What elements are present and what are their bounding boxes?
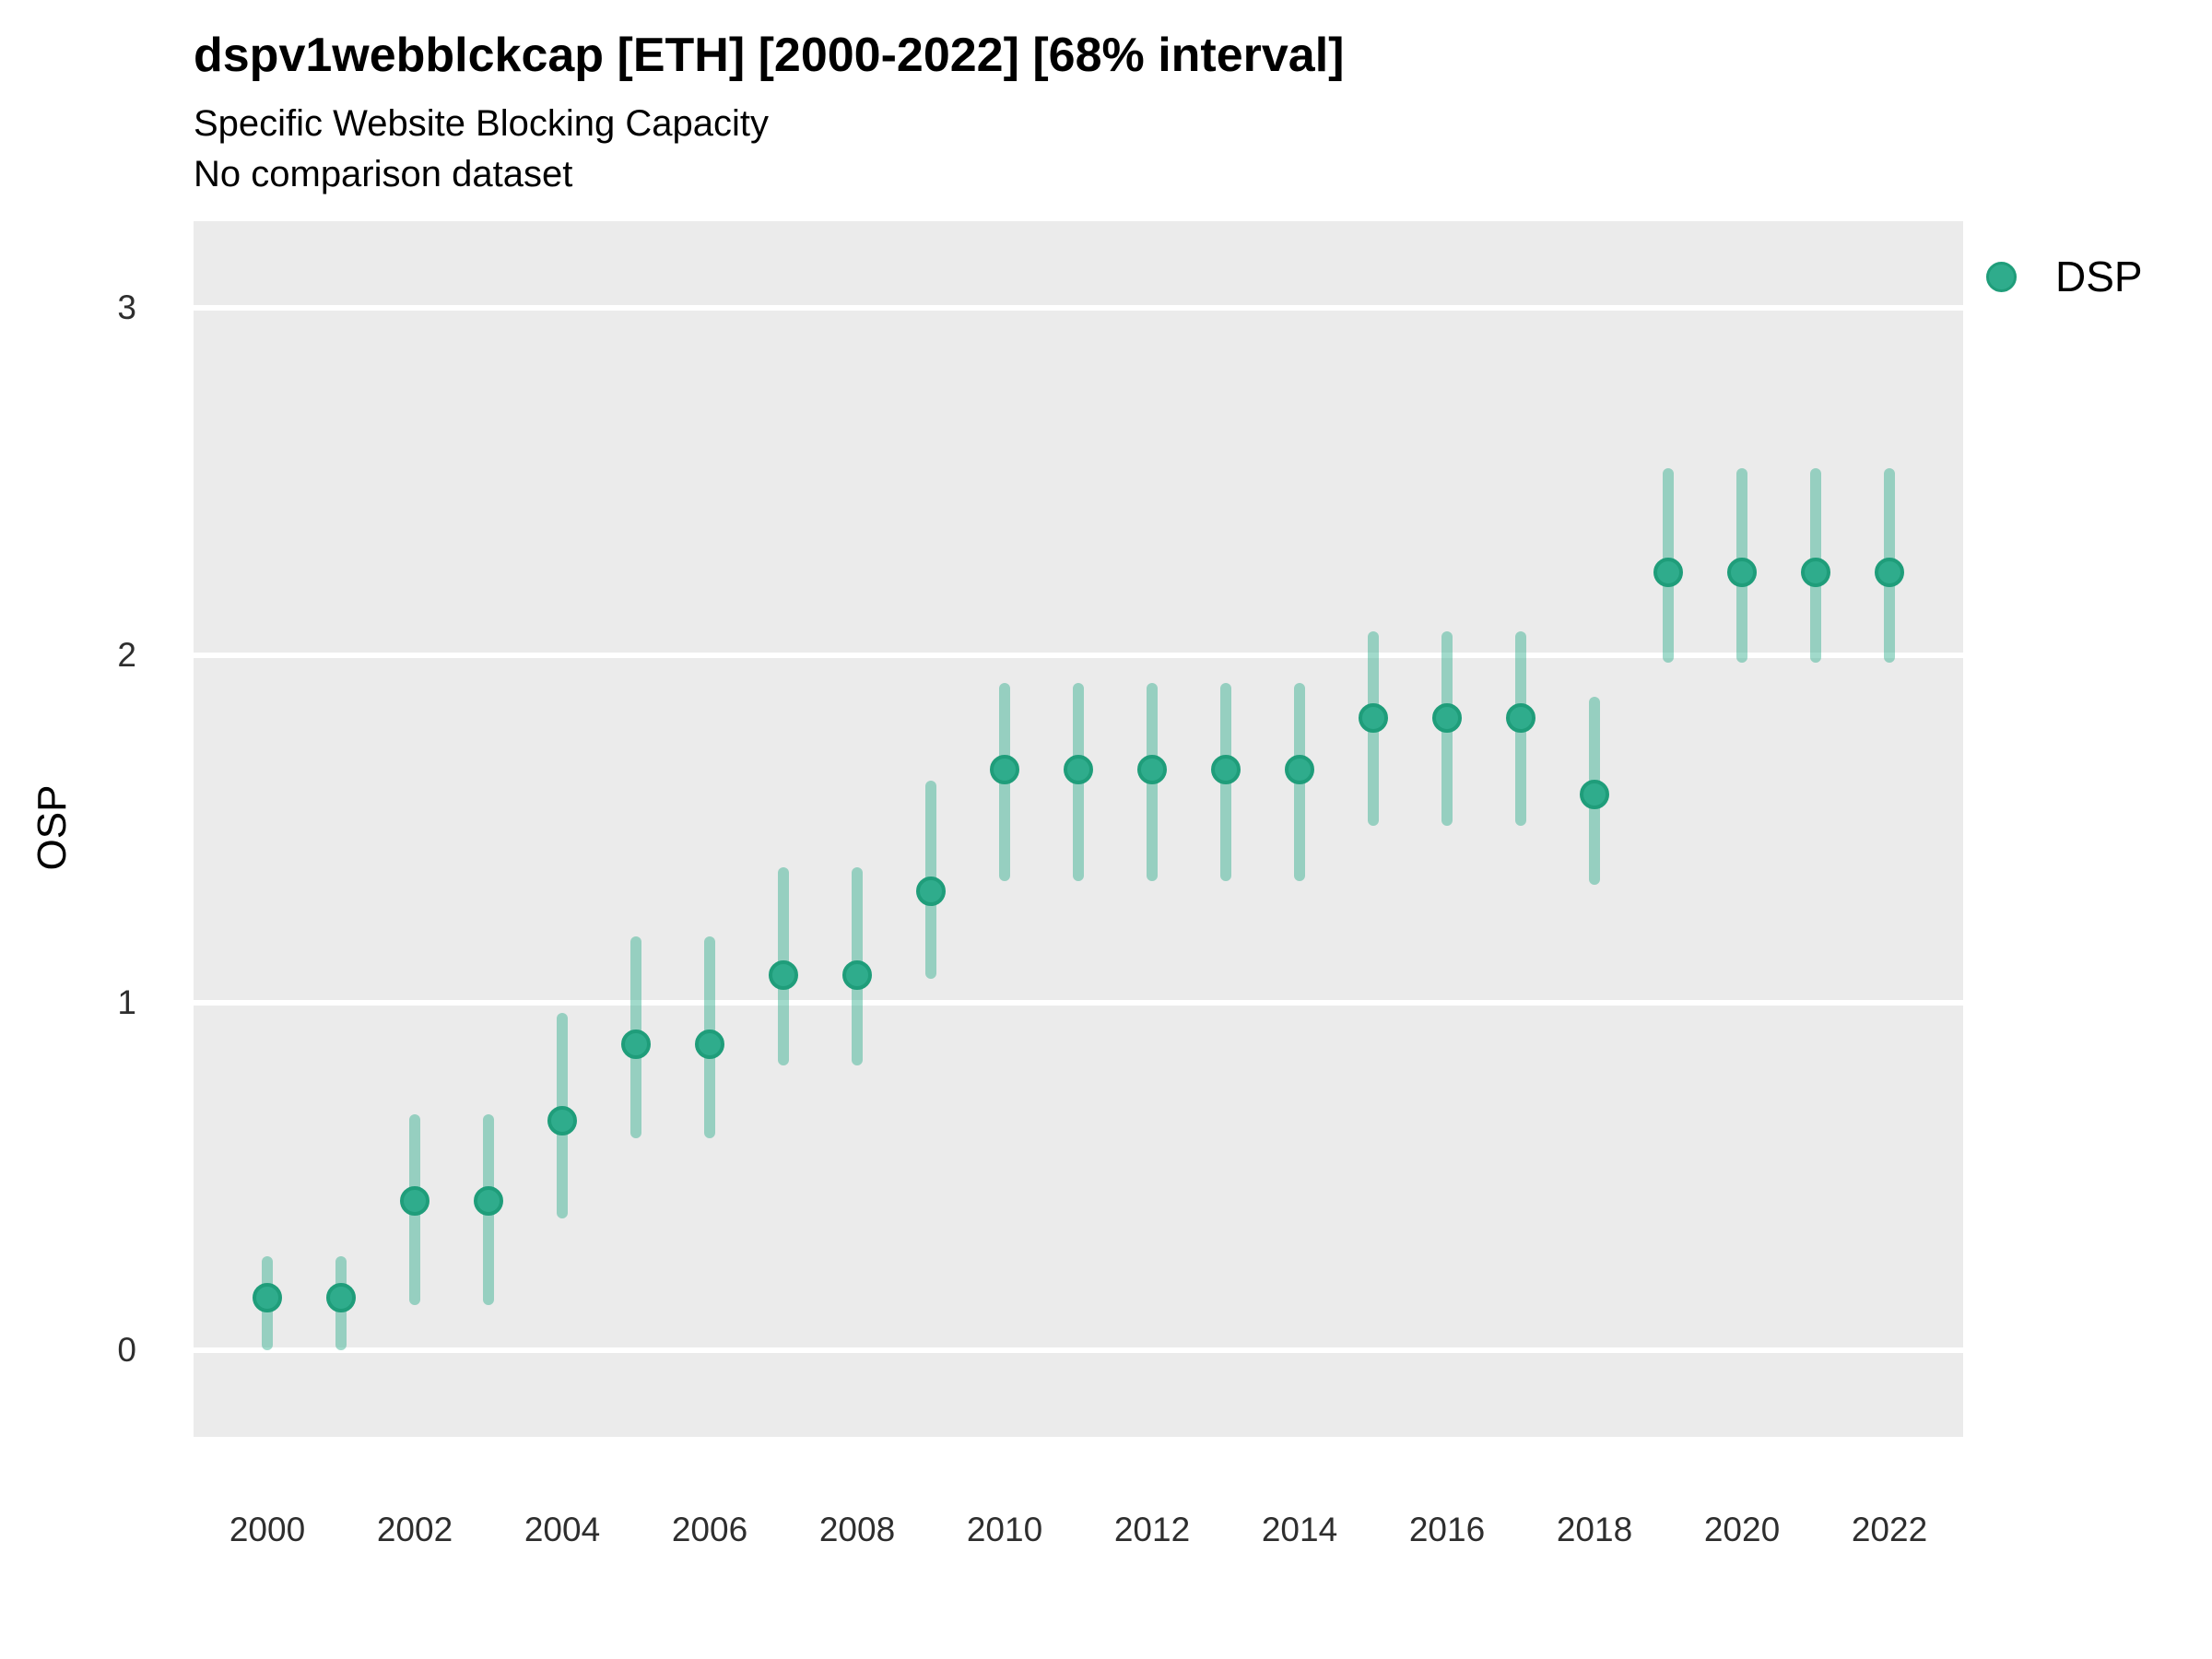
y-axis-title: OSP	[29, 784, 75, 871]
gridline-y-2	[194, 653, 1963, 659]
x-tick-label: 2014	[1261, 1511, 1338, 1548]
data-point	[1801, 557, 1830, 587]
data-point	[1653, 557, 1683, 587]
data-point	[990, 755, 1019, 785]
gridline-y-0	[194, 1347, 1963, 1353]
data-point	[1875, 557, 1904, 587]
data-point	[842, 959, 872, 990]
legend-item-label: DSP	[2055, 253, 2143, 300]
data-point	[1359, 702, 1388, 733]
data-point	[474, 1185, 503, 1216]
data-point	[1137, 755, 1167, 785]
data-point	[1285, 755, 1314, 785]
y-tick-label: 2	[117, 636, 136, 675]
x-tick-label: 2012	[1113, 1511, 1191, 1548]
data-point	[916, 877, 946, 907]
x-tick-label: 2000	[229, 1511, 306, 1548]
data-point	[547, 1106, 577, 1136]
data-point	[621, 1030, 651, 1060]
x-tick-label: 2016	[1408, 1511, 1486, 1548]
data-point	[400, 1185, 429, 1216]
data-point	[326, 1283, 356, 1313]
data-point	[253, 1283, 282, 1313]
x-tick-label: 2018	[1556, 1511, 1633, 1548]
data-point	[1211, 755, 1241, 785]
x-tick-label: 2010	[966, 1511, 1043, 1548]
chart-note: No comparison dataset	[194, 154, 573, 194]
y-tick-label: 0	[117, 1330, 136, 1369]
data-point	[1727, 557, 1757, 587]
y-tick-label: 3	[117, 288, 136, 327]
data-point	[1580, 779, 1609, 809]
data-point	[695, 1030, 724, 1060]
legend: DSP	[1986, 249, 2143, 304]
data-point	[1064, 755, 1093, 785]
x-tick-label: 2022	[1851, 1511, 1928, 1548]
chart-subtitle: Specific Website Blocking Capacity	[194, 103, 769, 144]
x-tick-label: 2020	[1703, 1511, 1781, 1548]
gridline-y-1	[194, 999, 1963, 1006]
x-tick-label: 2004	[524, 1511, 601, 1548]
x-tick-label: 2008	[818, 1511, 896, 1548]
gridline-y-3	[194, 305, 1963, 312]
y-tick-label: 1	[117, 982, 136, 1021]
plot-panel	[194, 221, 1963, 1437]
chart-title: dspv1webblckcap [ETH] [2000-2022] [68% i…	[194, 29, 1345, 82]
data-point	[1432, 702, 1462, 733]
data-point	[1506, 702, 1535, 733]
data-point	[769, 959, 798, 990]
x-tick-label: 2006	[671, 1511, 748, 1548]
legend-point-swatch	[1986, 261, 2017, 292]
x-tick-label: 2002	[376, 1511, 453, 1548]
